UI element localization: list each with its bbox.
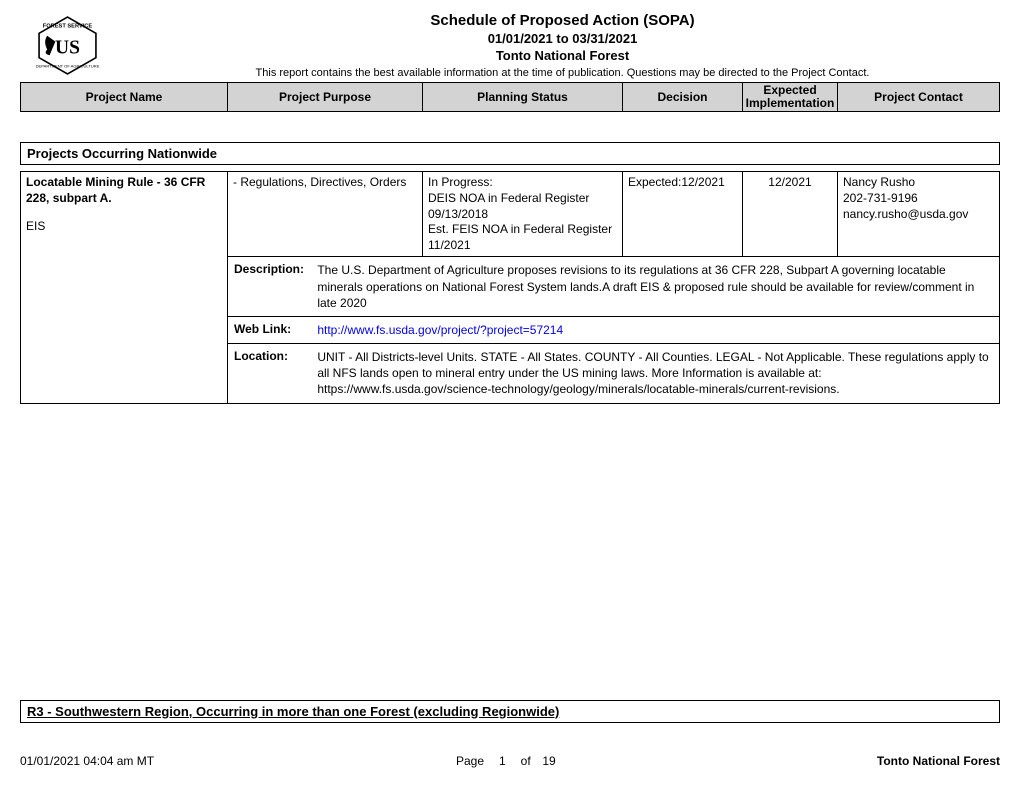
- page-current: 1: [487, 754, 517, 768]
- report-header: FOREST SERVICE US DEPARTMENT OF AGRICULT…: [20, 10, 1000, 80]
- location-text: UNIT - All Districts-level Units. STATE …: [317, 349, 991, 398]
- col-header-name: Project Name: [21, 83, 228, 112]
- project-name: Locatable Mining Rule - 36 CFR 228, subp…: [26, 175, 205, 205]
- footer-pagination: Page 1 of 19: [456, 754, 564, 768]
- forest-service-logo: FOREST SERVICE US DEPARTMENT OF AGRICULT…: [20, 10, 115, 80]
- project-contact: Nancy Rusho 202-731-9196 nancy.rusho@usd…: [838, 172, 1000, 257]
- column-header-table: Project Name Project Purpose Planning St…: [20, 82, 1000, 112]
- svg-text:DEPARTMENT OF AGRICULTURE: DEPARTMENT OF AGRICULTURE: [36, 63, 100, 68]
- forest-name: Tonto National Forest: [125, 48, 1000, 63]
- svg-text:FOREST SERVICE: FOREST SERVICE: [43, 23, 93, 29]
- svg-text:US: US: [55, 37, 80, 58]
- project-table: Locatable Mining Rule - 36 CFR 228, subp…: [20, 171, 1000, 403]
- col-header-status: Planning Status: [423, 83, 623, 112]
- eis-label: EIS: [26, 219, 222, 235]
- description-cell: Description: The U.S. Department of Agri…: [228, 257, 1000, 317]
- project-status: In Progress: DEIS NOA in Federal Registe…: [423, 172, 623, 257]
- page-label: Page: [456, 754, 484, 768]
- location-cell: Location: UNIT - All Districts-level Uni…: [228, 344, 1000, 404]
- page-footer: 01/01/2021 04:04 am MT Page 1 of 19 Tont…: [20, 754, 1000, 768]
- weblink[interactable]: http://www.fs.usda.gov/project/?project=…: [317, 323, 563, 337]
- report-title: Schedule of Proposed Action (SOPA): [125, 12, 1000, 29]
- section-nationwide: Projects Occurring Nationwide: [20, 142, 1000, 165]
- status-line3: Est. FEIS NOA in Federal Register 11/202…: [428, 222, 612, 252]
- col-header-expected: Expected Implementation: [743, 83, 838, 112]
- weblink-label: Web Link:: [234, 322, 314, 338]
- project-name-cell: Locatable Mining Rule - 36 CFR 228, subp…: [21, 172, 228, 403]
- description-label: Description:: [234, 262, 314, 278]
- section-header-r3: R3 - Southwestern Region, Occurring in m…: [21, 700, 1000, 722]
- status-line2: DEIS NOA in Federal Register 09/13/2018: [428, 191, 589, 221]
- page-of: of: [521, 754, 531, 768]
- project-row: Locatable Mining Rule - 36 CFR 228, subp…: [21, 172, 1000, 257]
- project-purpose: - Regulations, Directives, Orders: [228, 172, 423, 257]
- footer-timestamp: 01/01/2021 04:04 am MT: [20, 754, 154, 768]
- date-range: 01/01/2021 to 03/31/2021: [125, 31, 1000, 46]
- section-header-nationwide: Projects Occurring Nationwide: [21, 143, 1000, 165]
- weblink-cell: Web Link: http://www.fs.usda.gov/project…: [228, 316, 1000, 343]
- footer-forest: Tonto National Forest: [877, 754, 1000, 768]
- contact-email: nancy.rusho@usda.gov: [843, 207, 968, 221]
- col-header-purpose: Project Purpose: [228, 83, 423, 112]
- page-total: 19: [534, 754, 564, 768]
- col-header-decision: Decision: [623, 83, 743, 112]
- contact-phone: 202-731-9196: [843, 191, 918, 205]
- location-label: Location:: [234, 349, 314, 365]
- report-note: This report contains the best available …: [125, 67, 1000, 79]
- col-header-contact: Project Contact: [838, 83, 1000, 112]
- spacer: [20, 410, 1000, 700]
- project-decision: Expected:12/2021: [623, 172, 743, 257]
- section-r3: R3 - Southwestern Region, Occurring in m…: [20, 700, 1000, 723]
- contact-name: Nancy Rusho: [843, 175, 915, 189]
- status-line1: In Progress:: [428, 175, 493, 189]
- description-text: The U.S. Department of Agriculture propo…: [317, 262, 991, 311]
- project-expected: 12/2021: [743, 172, 838, 257]
- header-text-block: Schedule of Proposed Action (SOPA) 01/01…: [125, 10, 1000, 79]
